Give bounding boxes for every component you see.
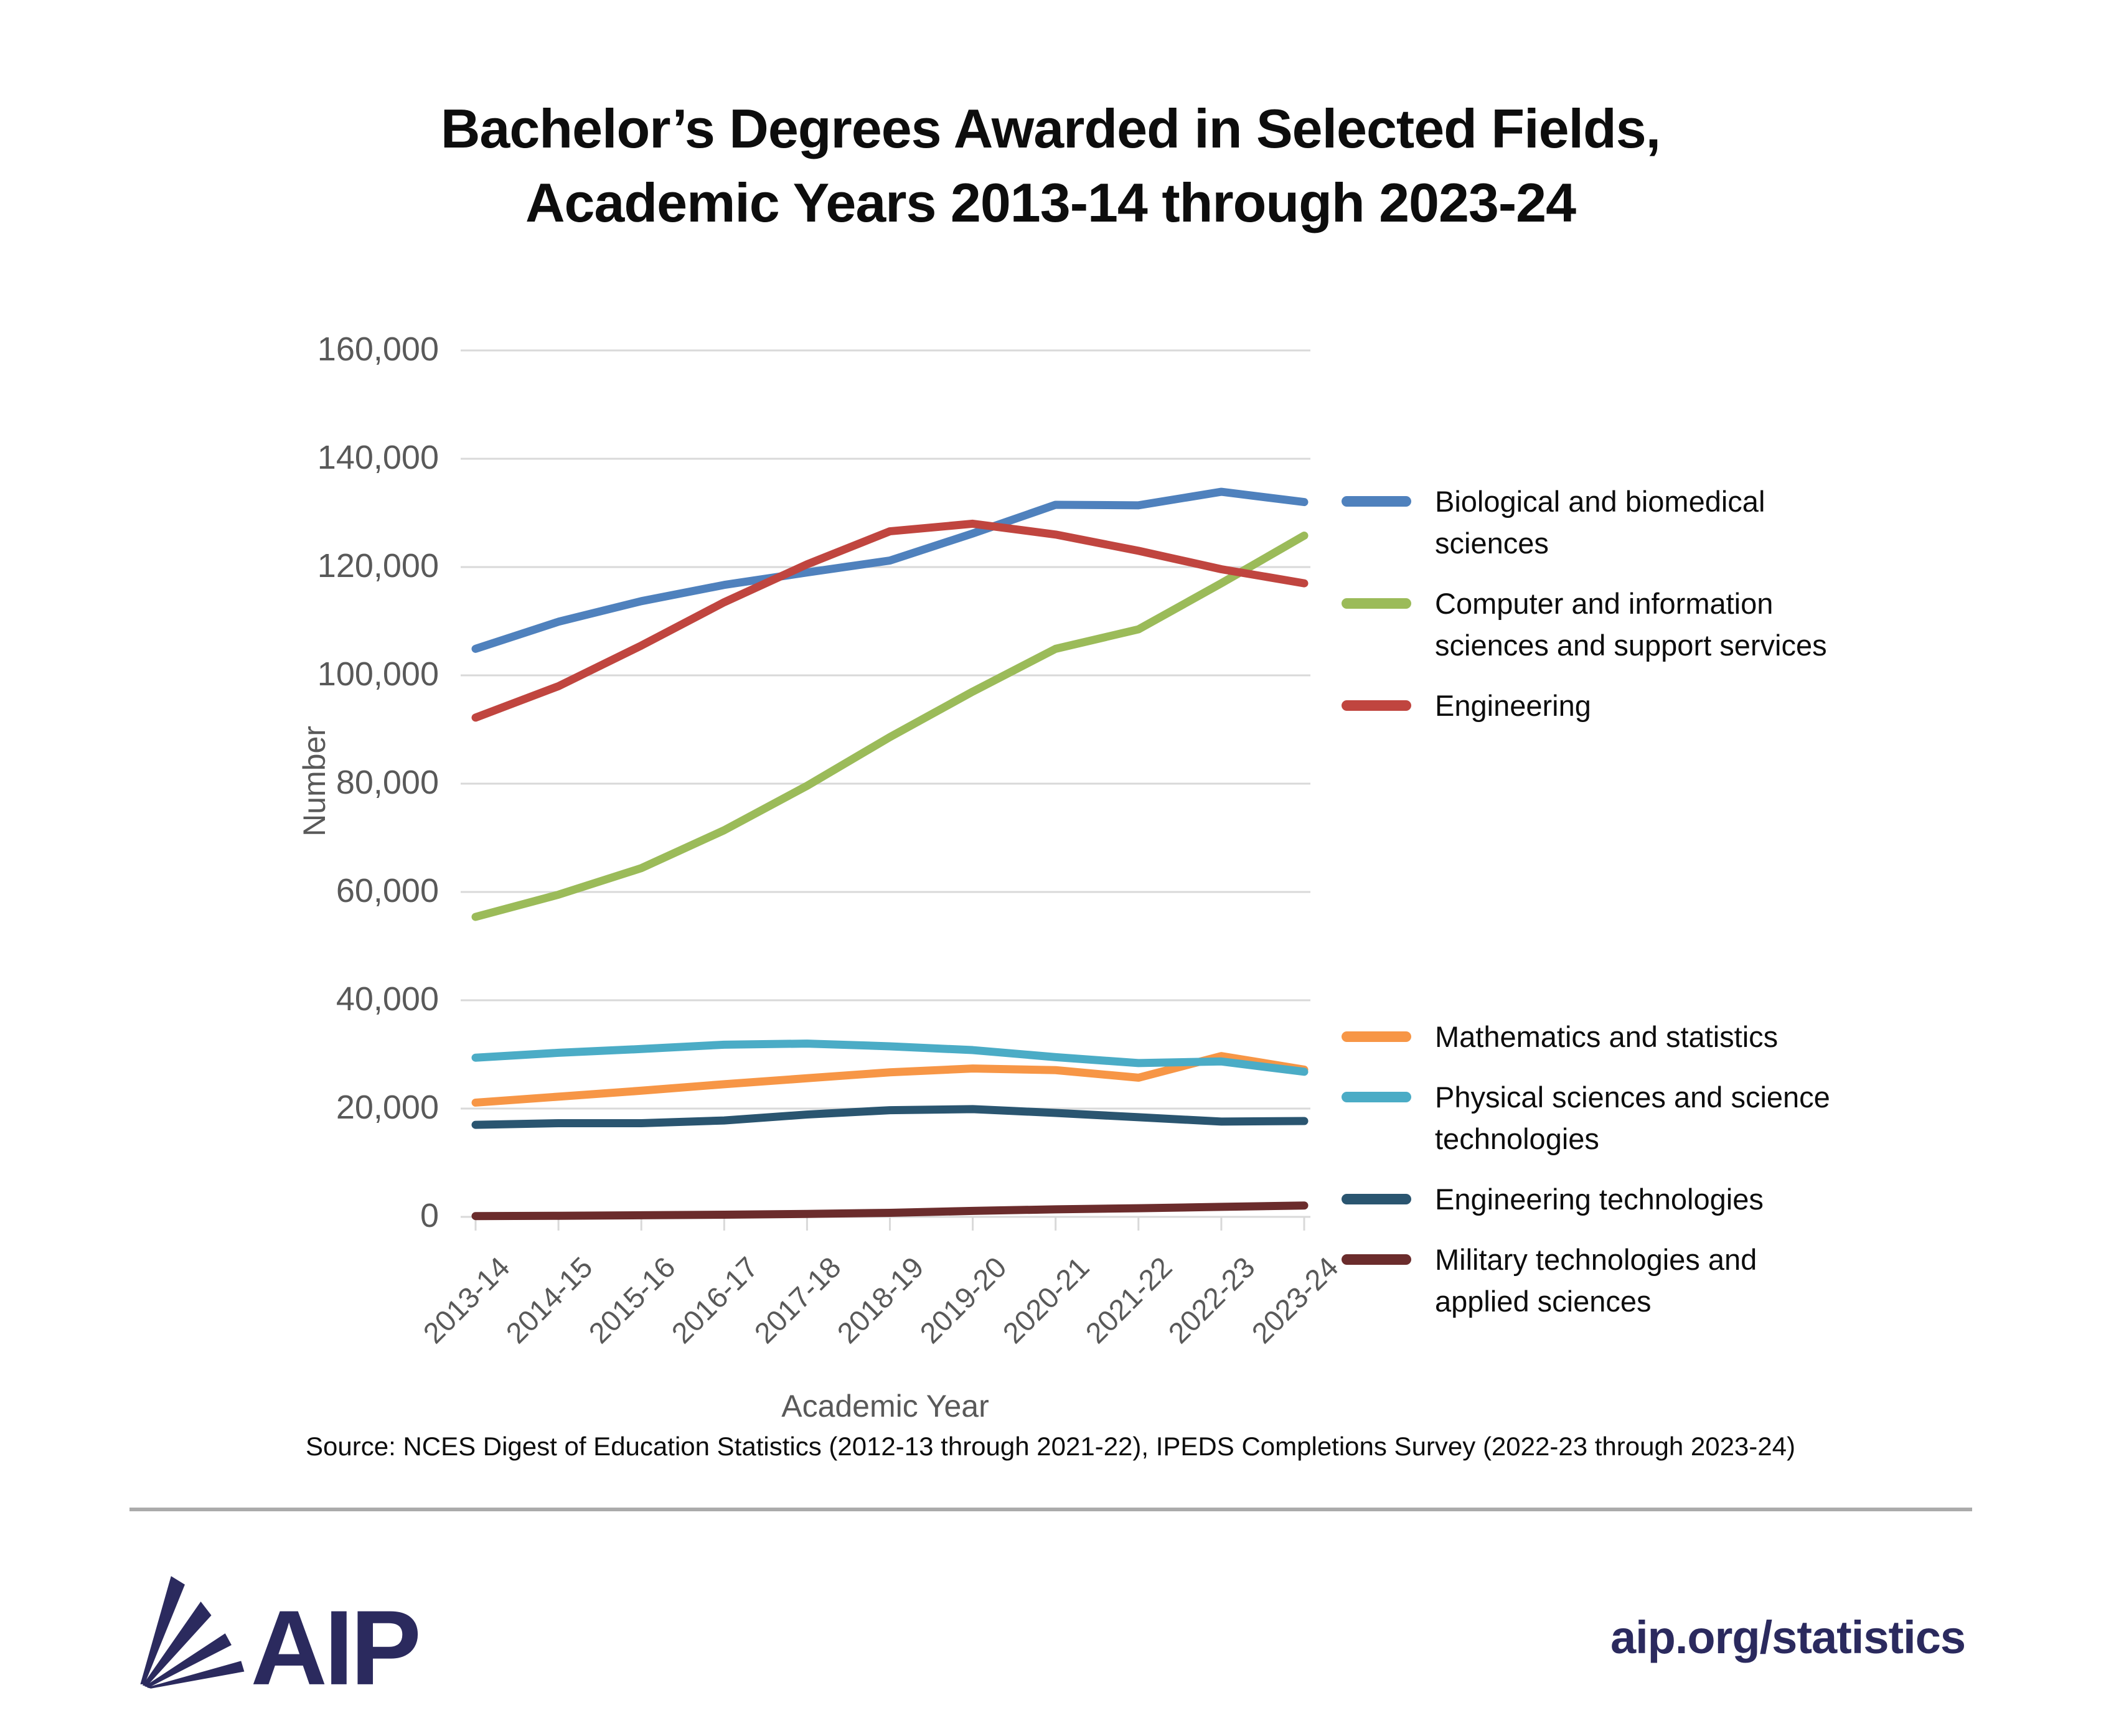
line-chart-plot (461, 349, 1310, 1231)
logo-ray-icon (142, 1602, 212, 1687)
legend-swatch-icon (1342, 1031, 1411, 1042)
legend-label: Military technologies and applied scienc… (1435, 1243, 1757, 1318)
legend-swatch-icon (1342, 700, 1411, 711)
legend-swatch-icon (1342, 496, 1411, 507)
legend-label: Biological and biomedical sciences (1435, 485, 1765, 560)
logo-ray-icon (146, 1661, 245, 1689)
series-line-5 (471, 1105, 1309, 1129)
legend-group-bottom: Mathematics and statistics Physical scien… (1342, 1016, 1858, 1322)
legend-swatch-icon (1342, 1194, 1411, 1204)
legend-swatch-icon (1342, 1092, 1411, 1102)
legend-item: Engineering (1342, 685, 1858, 726)
series-line-4 (471, 1039, 1309, 1076)
legend-item: Biological and biomedical sciences (1342, 481, 1858, 564)
legend-item: Computer and information sciences and su… (1342, 583, 1858, 666)
y-tick-label: 60,000 (336, 872, 439, 909)
legend-item: Engineering technologies (1342, 1178, 1858, 1220)
y-tick-label: 20,000 (336, 1089, 439, 1126)
legend-label: Physical sciences and science technologi… (1435, 1081, 1830, 1155)
chart-title-line1: Bachelor’s Degrees Awarded in Selected F… (440, 98, 1661, 159)
y-tick-label: 0 (420, 1197, 439, 1234)
legend-item: Military technologies and applied scienc… (1342, 1239, 1858, 1322)
logo-ray-icon (144, 1633, 232, 1687)
site-link: aip.org/statistics (1610, 1612, 1966, 1663)
legend-group-top: Biological and biomedical sciences Comput… (1342, 481, 1858, 726)
y-tick-label: 100,000 (317, 655, 439, 693)
legend-swatch-icon (1342, 1254, 1411, 1265)
series-line-6 (471, 1201, 1309, 1221)
source-note: Source: NCES Digest of Education Statist… (306, 1432, 1795, 1461)
legend-label: Mathematics and statistics (1435, 1020, 1779, 1053)
legend-label: Engineering (1435, 689, 1591, 722)
y-tick-label: 40,000 (336, 980, 439, 1018)
footer-divider (129, 1508, 1972, 1511)
series-line-3 (471, 1052, 1309, 1107)
logo-ray-icon (140, 1576, 185, 1684)
aip-logo: AIP (140, 1576, 421, 1689)
legend-item: Physical sciences and science technologi… (1342, 1076, 1858, 1160)
legend-swatch-icon (1342, 598, 1411, 609)
series-line-2 (471, 519, 1309, 722)
y-tick-label: 140,000 (317, 439, 439, 476)
chart-title-line2: Academic Years 2013-14 through 2023-24 (525, 171, 1576, 233)
y-axis-title: Number (297, 726, 332, 837)
y-tick-label: 80,000 (336, 764, 439, 801)
legend-label: Computer and information sciences and su… (1435, 587, 1827, 662)
logo-text: AIP (251, 1589, 418, 1689)
x-axis-title: Academic Year (781, 1389, 989, 1424)
series-line-0 (471, 487, 1309, 653)
legend-label: Engineering technologies (1435, 1183, 1764, 1216)
series-line-1 (471, 532, 1309, 921)
y-tick-label: 160,000 (317, 331, 439, 368)
legend-item: Mathematics and statistics (1342, 1016, 1858, 1058)
chart-title: Bachelor’s Degrees Awarded in Selected F… (0, 92, 2101, 240)
y-tick-label: 120,000 (317, 547, 439, 584)
